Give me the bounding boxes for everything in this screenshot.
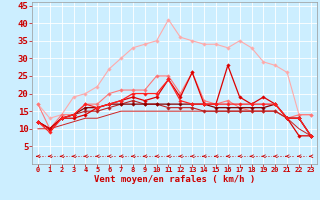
X-axis label: Vent moyen/en rafales ( km/h ): Vent moyen/en rafales ( km/h ) <box>94 175 255 184</box>
